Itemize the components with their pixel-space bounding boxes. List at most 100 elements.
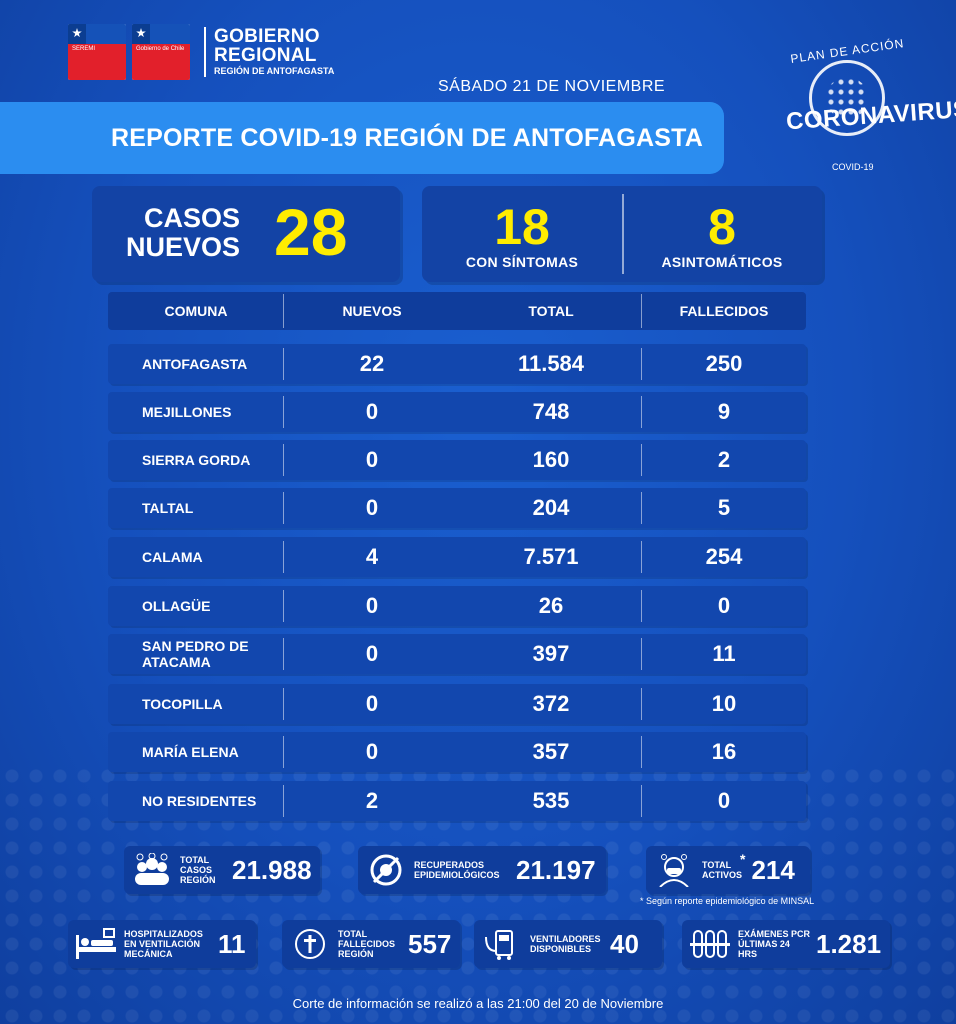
title-banner: REPORTE COVID-19 REGIÓN DE ANTOFAGASTA — [0, 102, 724, 174]
fallecidos-cell: 0 — [717, 788, 731, 813]
comuna-cell: SAN PEDRO DE ATACAMA — [108, 634, 284, 674]
total-cell: 535 — [460, 781, 642, 821]
comuna-cell: MARÍA ELENA — [108, 732, 284, 772]
total-cell: 7.571 — [460, 537, 642, 577]
pcr-value: 1.281 — [816, 928, 882, 959]
new-cases-card: CASOS NUEVOS 28 — [92, 186, 400, 282]
comuna-cell: TALTAL — [108, 488, 284, 528]
recovered-label: RECUPERADOS EPIDEMIOLÓGICOS — [414, 860, 500, 880]
active-label: TOTAL ACTIVOS — [702, 860, 743, 880]
asymptomatic-label: ASINTOMÁTICOS — [661, 254, 783, 270]
page-title: REPORTE COVID-19 REGIÓN DE ANTOFAGASTA — [111, 123, 703, 152]
fallecidos-cell: 250 — [705, 351, 743, 376]
total-cell: 11.584 — [460, 344, 642, 384]
cross-icon — [288, 926, 332, 962]
header-nuevos: NUEVOS — [342, 303, 402, 319]
virus-icon — [809, 60, 885, 136]
total-cell: 26 — [460, 586, 642, 626]
gobierno-regional-logo: GOBIERNO REGIONAL REGIÓN DE ANTOFAGASTA — [204, 27, 334, 77]
table-row: SAN PEDRO DE ATACAMA 0 397 11 — [108, 634, 806, 674]
total-cell: 397 — [460, 634, 642, 674]
comuna-cell: TOCOPILLA — [108, 684, 284, 724]
minsal-note: * Según reporte epidemiológico de MINSAL — [640, 896, 815, 906]
active-stat: TOTAL ACTIVOS * 214 — [646, 846, 810, 894]
fallecidos-cell: 16 — [711, 739, 737, 764]
recovered-value: 21.197 — [516, 854, 596, 885]
ventilators-value: 40 — [610, 928, 639, 959]
person-mask-icon — [652, 852, 696, 888]
header-total: TOTAL — [460, 292, 642, 330]
fallecidos-cell: 11 — [712, 641, 736, 666]
comuna-cell: OLLAGÜE — [108, 586, 284, 626]
symptomatic-value: 18 — [494, 199, 550, 255]
hospitalized-label: HOSPITALIZADOS EN VENTILACIÓN MECÁNICA — [124, 929, 203, 959]
header-fallecidos: FALLECIDOS — [679, 303, 769, 319]
comuna-cell: MEJILLONES — [108, 392, 284, 432]
active-asterisk: * — [740, 851, 746, 867]
fallecidos-cell: 254 — [705, 544, 743, 569]
deaths-value: 557 — [408, 928, 452, 959]
hospitalized-value: 11 — [218, 928, 246, 959]
pcr-label: EXÁMENES PCR ÚLTIMAS 24 HRS — [738, 929, 811, 959]
fallecidos-cell: 0 — [717, 593, 731, 618]
virus-slash-icon — [364, 852, 408, 888]
nuevos-cell: 2 — [365, 788, 379, 813]
table-row: SIERRA GORDA 0 160 2 — [108, 440, 806, 480]
total-cases-value: 21.988 — [232, 854, 312, 885]
fallecidos-cell: 5 — [717, 495, 731, 520]
total-cell: 748 — [460, 392, 642, 432]
new-cases-value: 28 — [274, 195, 348, 269]
header-logos: SEREMI Gobierno de Chile GOBIERNO REGION… — [68, 24, 334, 80]
star-icon — [136, 28, 146, 38]
deaths-stat: TOTAL FALLECIDOS REGIÓN 557 — [282, 920, 460, 968]
total-cell: 372 — [460, 684, 642, 724]
nuevos-cell: 22 — [359, 351, 385, 376]
coronavirus-badge: PLAN DE ACCIÓN CORONAVIRUS COVID-19 — [785, 36, 956, 172]
total-cell: 204 — [460, 488, 642, 528]
comuna-cell: CALAMA — [108, 537, 284, 577]
symptomatic-label: CON SÍNTOMAS — [465, 254, 579, 270]
gobierno-chile-logo: Gobierno de Chile — [132, 24, 190, 80]
symptomatic-block: 18 CON SÍNTOMAS — [422, 186, 622, 282]
table-header: COMUNA NUEVOS TOTAL FALLECIDOS — [108, 292, 806, 330]
nuevos-cell: 0 — [365, 495, 379, 520]
table-row: OLLAGÜE 0 26 0 — [108, 586, 806, 626]
total-cases-label: TOTAL CASOS REGIÓN — [180, 855, 216, 885]
table-row: TOCOPILLA 0 372 10 — [108, 684, 806, 724]
new-cases-label: CASOS NUEVOS — [125, 203, 240, 262]
comuna-cell: SIERRA GORDA — [108, 440, 284, 480]
test-tubes-icon — [688, 926, 732, 962]
nuevos-cell: 0 — [365, 739, 379, 764]
total-cases-stat: TOTAL CASOS REGIÓN 21.988 — [124, 846, 320, 894]
ventilators-label: VENTILADORES DISPONIBLES — [530, 934, 601, 954]
nuevos-cell: 0 — [365, 447, 379, 472]
seremi-logo: SEREMI — [68, 24, 126, 80]
table-row: NO RESIDENTES 2 535 0 — [108, 781, 806, 821]
report-date: SÁBADO 21 DE NOVIEMBRE — [438, 78, 666, 95]
nuevos-cell: 4 — [365, 544, 379, 569]
ventilator-icon — [480, 926, 524, 962]
asymptomatic-value: 8 — [708, 199, 736, 255]
hospitalized-stat: HOSPITALIZADOS EN VENTILACIÓN MECÁNICA 1… — [68, 920, 256, 968]
fallecidos-cell: 9 — [717, 399, 731, 424]
table-row: MEJILLONES 0 748 9 — [108, 392, 806, 432]
asymptomatic-block: 8 ASINTOMÁTICOS — [622, 186, 822, 282]
star-icon — [72, 28, 82, 38]
table-row: TALTAL 0 204 5 — [108, 488, 806, 528]
ventilators-stat: VENTILADORES DISPONIBLES 40 — [474, 920, 662, 968]
nuevos-cell: 0 — [365, 641, 379, 666]
comuna-cell: NO RESIDENTES — [108, 781, 284, 821]
header-comuna: COMUNA — [108, 292, 284, 330]
total-cell: 357 — [460, 732, 642, 772]
symptoms-card: 18 CON SÍNTOMAS 8 ASINTOMÁTICOS — [422, 186, 822, 282]
people-group-icon — [130, 852, 174, 888]
deaths-label: TOTAL FALLECIDOS REGIÓN — [338, 929, 396, 959]
nuevos-cell: 0 — [365, 399, 379, 424]
fallecidos-cell: 2 — [717, 447, 731, 472]
table-row: ANTOFAGASTA 22 11.584 250 — [108, 344, 806, 384]
hospital-bed-icon — [74, 926, 118, 962]
active-value: 214 — [751, 854, 795, 885]
footer-note: Corte de información se realizó a las 21… — [292, 996, 664, 1011]
nuevos-cell: 0 — [365, 593, 379, 618]
recovered-stat: RECUPERADOS EPIDEMIOLÓGICOS 21.197 — [358, 846, 606, 894]
